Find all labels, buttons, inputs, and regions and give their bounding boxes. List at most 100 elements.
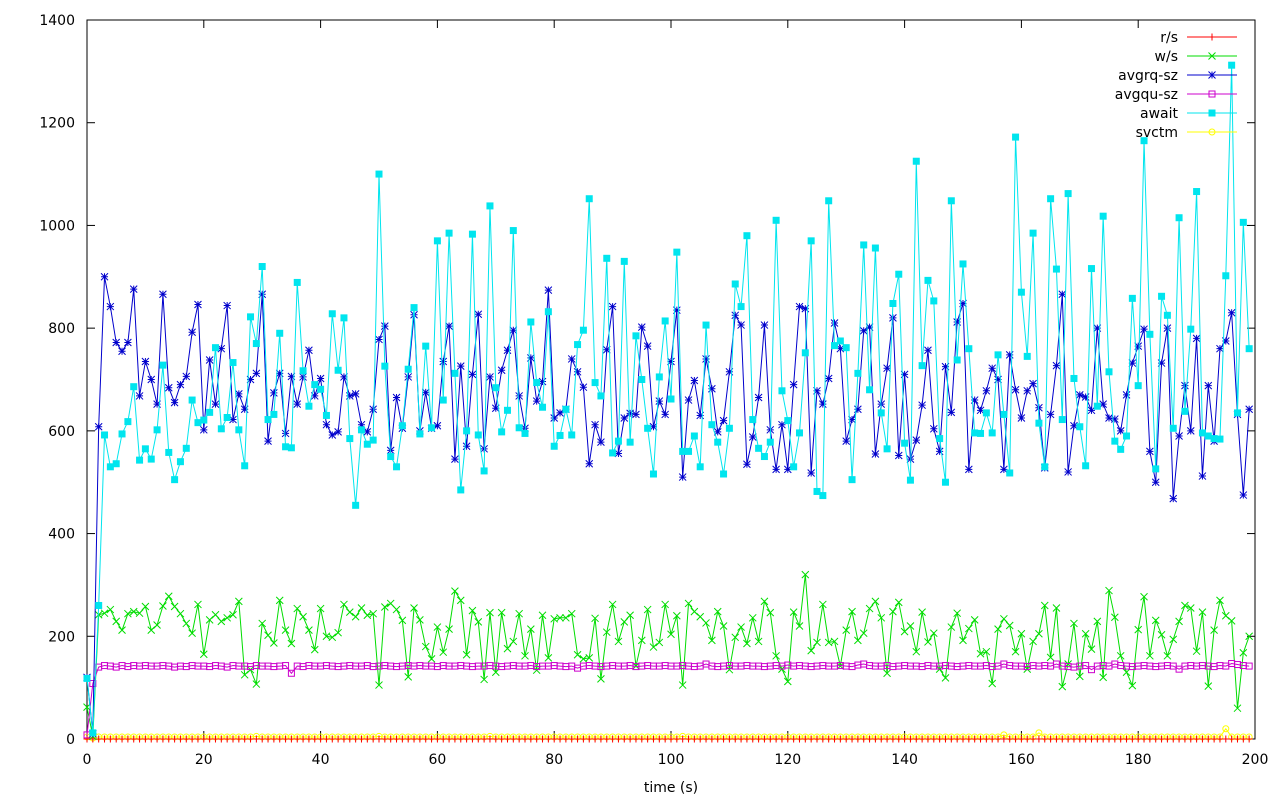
data-point-w-s — [398, 616, 407, 625]
y-tick-label: 0 — [66, 732, 75, 748]
data-point-r-s — [206, 735, 214, 743]
data-point-avgrq-sz — [1239, 491, 1248, 499]
data-point-r-s — [1216, 735, 1224, 743]
data-point-r-s — [977, 735, 985, 743]
data-point-w-s — [526, 625, 535, 633]
data-point-w-s — [929, 629, 938, 638]
data-point-r-s — [1047, 735, 1055, 743]
data-point-await — [649, 470, 657, 478]
data-point-await — [860, 241, 868, 249]
data-point-await — [977, 429, 985, 437]
data-point-w-s — [953, 609, 962, 618]
data-point-w-s — [801, 570, 810, 579]
data-point-avgrq-sz — [334, 428, 342, 436]
data-point-w-s — [865, 604, 874, 613]
data-point-await — [539, 403, 547, 411]
data-point-avgrq-sz — [509, 326, 518, 335]
data-point-r-s — [1006, 735, 1014, 743]
data-point-r-s — [1017, 735, 1025, 743]
data-point-avgrq-sz — [1116, 427, 1125, 435]
data-point-w-s — [124, 609, 132, 618]
y-tick-label: 600 — [48, 424, 75, 440]
data-point-r-s — [422, 735, 430, 743]
data-point-w-s — [1245, 632, 1254, 641]
data-point-r-s — [667, 735, 675, 743]
data-point-avgrq-sz — [188, 328, 196, 337]
data-point-r-s — [801, 735, 809, 743]
data-point-w-s — [351, 612, 360, 621]
data-point-w-s — [760, 597, 769, 606]
data-point-w-s — [515, 609, 524, 618]
data-point-avgrq-sz — [970, 396, 979, 404]
legend-entry-avgqu-sz: avgqu-sz — [1115, 87, 1237, 103]
data-point-w-s — [608, 600, 617, 609]
data-point-r-s — [609, 735, 617, 743]
data-point-await — [866, 386, 874, 394]
data-point-avgrq-sz — [240, 405, 249, 414]
data-point-w-s — [807, 646, 816, 655]
data-point-avgrq-sz — [1186, 427, 1195, 435]
data-point-await — [299, 367, 307, 375]
legend-marker-await — [1208, 109, 1216, 117]
data-point-r-s — [247, 735, 255, 743]
data-point-w-s — [305, 626, 313, 634]
x-tick-label: 180 — [1125, 752, 1152, 768]
data-point-await — [1041, 463, 1049, 471]
data-point-avgrq-sz — [147, 375, 156, 384]
data-point-r-s — [965, 735, 973, 743]
data-point-avgrq-sz — [515, 392, 524, 400]
data-point-w-s — [392, 605, 401, 614]
data-point-await — [1105, 368, 1113, 376]
data-point-r-s — [831, 735, 839, 743]
data-point-avgrq-sz — [842, 437, 851, 445]
data-point-avgrq-sz — [1181, 381, 1189, 390]
data-point-await — [790, 463, 798, 471]
data-point-avgrq-sz — [1163, 324, 1172, 332]
data-point-avgrq-sz — [836, 344, 845, 353]
series-await — [83, 61, 1253, 737]
data-point-r-s — [1222, 735, 1230, 743]
data-point-w-s — [497, 608, 506, 617]
data-point-w-s — [509, 637, 518, 646]
data-point-w-s — [678, 681, 687, 689]
data-point-w-s — [737, 623, 745, 631]
data-point-r-s — [866, 735, 874, 743]
data-point-await — [801, 349, 809, 357]
data-point-w-s — [889, 607, 897, 616]
data-point-await — [527, 318, 535, 326]
data-point-await — [451, 369, 459, 377]
data-point-await — [1187, 325, 1195, 333]
plot-area — [86, 19, 1256, 740]
data-point-r-s — [790, 735, 798, 743]
data-point-avgqu-sz — [1087, 666, 1095, 674]
data-point-avgrq-sz — [159, 290, 167, 299]
data-point-w-s — [1169, 635, 1178, 644]
data-point-w-s — [1040, 601, 1049, 610]
data-point-await — [1210, 435, 1218, 443]
data-point-r-s — [1245, 735, 1253, 743]
data-point-w-s — [1110, 613, 1119, 622]
data-point-await — [235, 426, 243, 434]
data-point-r-s — [1134, 735, 1142, 743]
data-point-await — [1245, 345, 1253, 353]
data-point-r-s — [410, 735, 418, 743]
data-point-await — [334, 366, 342, 374]
data-point-r-s — [141, 735, 149, 743]
legend-entry-avgrq-sz: avgrq-sz — [1118, 68, 1237, 84]
data-point-avgrq-sz — [246, 375, 255, 384]
data-point-avgrq-sz — [1151, 478, 1160, 487]
data-point-avgrq-sz — [258, 290, 267, 299]
data-point-w-s — [702, 619, 710, 627]
data-point-w-s — [264, 631, 272, 640]
legend-entry-r-s: r/s — [1160, 30, 1237, 46]
data-point-w-s — [544, 654, 553, 662]
data-point-await — [439, 396, 447, 404]
data-point-avgrq-sz — [363, 428, 372, 436]
data-point-avgqu-sz — [287, 669, 295, 677]
x-tick-label: 200 — [1242, 752, 1269, 768]
data-point-w-s — [620, 618, 629, 626]
data-point-r-s — [1163, 735, 1171, 743]
data-point-w-s — [754, 637, 763, 646]
data-point-w-s — [153, 621, 161, 629]
data-point-await — [223, 414, 231, 422]
